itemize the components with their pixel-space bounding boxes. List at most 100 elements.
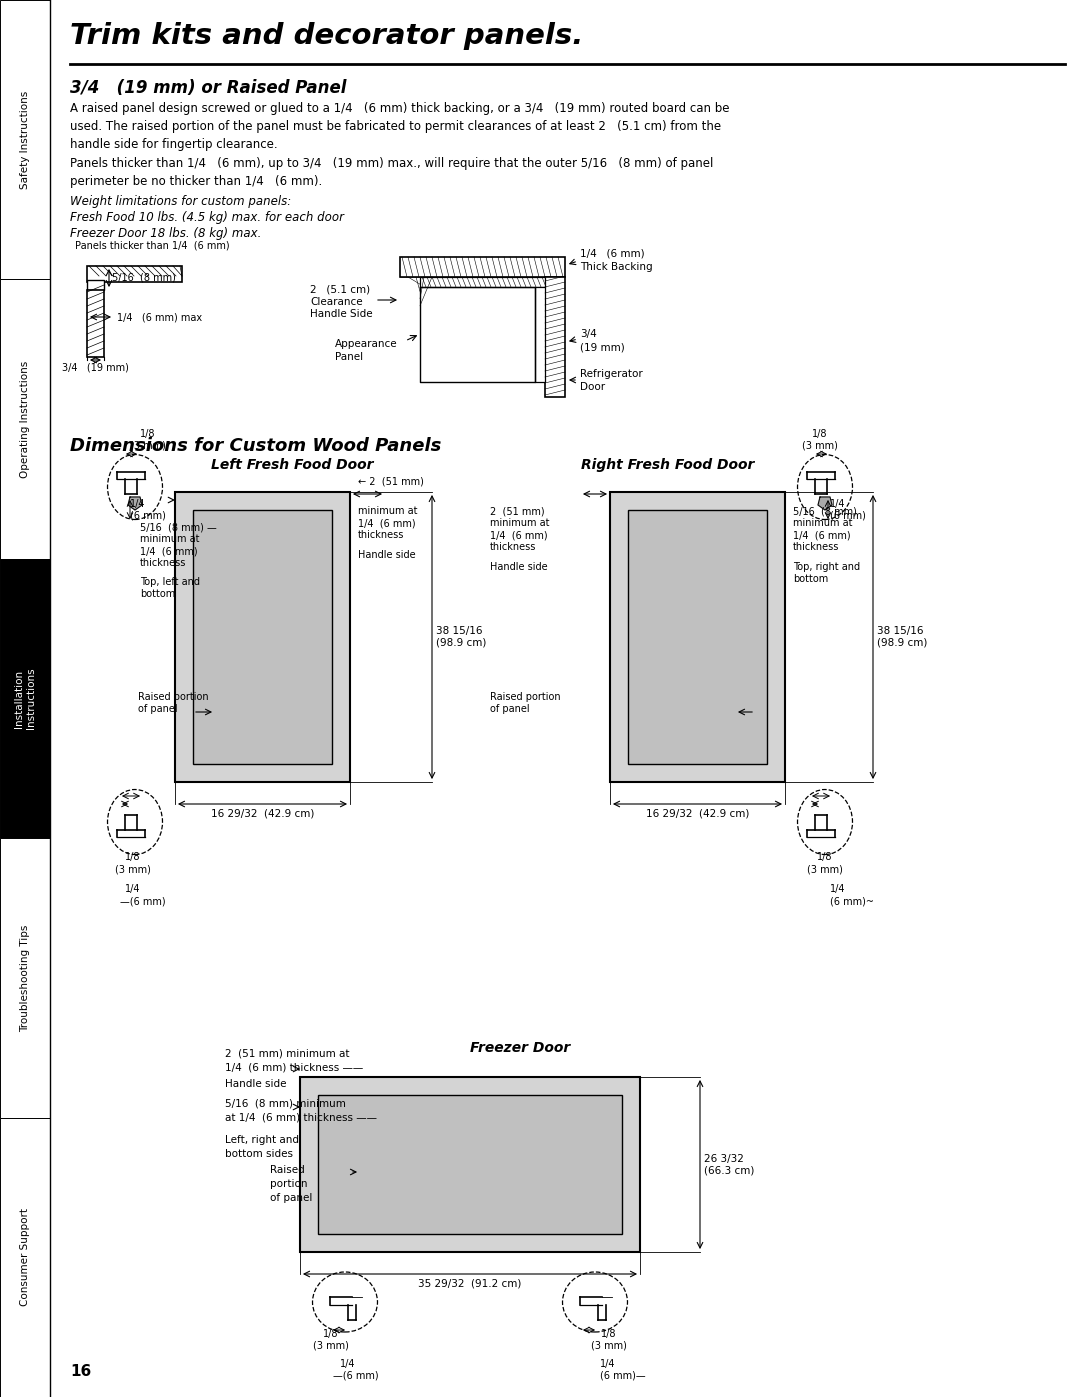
Polygon shape bbox=[420, 277, 545, 286]
Bar bbox=[0, 838, 50, 1118]
Text: (3 mm): (3 mm) bbox=[807, 863, 842, 875]
Text: Installation
Instructions: Installation Instructions bbox=[14, 668, 36, 729]
Text: Raised: Raised bbox=[270, 1165, 305, 1175]
Text: A raised panel design screwed or glued to a 1/4   (6 mm) thick backing, or a 3/4: A raised panel design screwed or glued t… bbox=[70, 102, 729, 151]
Text: Fresh Food 10 lbs. (4.5 kg) max. for each door: Fresh Food 10 lbs. (4.5 kg) max. for eac… bbox=[70, 211, 345, 224]
Text: Door: Door bbox=[580, 381, 605, 393]
Text: Thick Backing: Thick Backing bbox=[580, 263, 652, 272]
Text: (3 mm): (3 mm) bbox=[802, 441, 838, 451]
Text: Operating Instructions: Operating Instructions bbox=[21, 360, 30, 478]
Polygon shape bbox=[400, 257, 565, 277]
Text: (3 mm): (3 mm) bbox=[313, 1341, 349, 1351]
Text: minimum at: minimum at bbox=[793, 518, 852, 528]
Bar bbox=[300, 1077, 640, 1252]
Text: 16: 16 bbox=[70, 1363, 91, 1379]
Text: 1/4: 1/4 bbox=[130, 499, 146, 509]
Text: Raised portion: Raised portion bbox=[490, 692, 561, 703]
Polygon shape bbox=[818, 497, 832, 510]
Text: Consumer Support: Consumer Support bbox=[21, 1208, 30, 1306]
Text: 16 29/32  (42.9 cm): 16 29/32 (42.9 cm) bbox=[646, 809, 750, 819]
Text: 1/4  (6 mm): 1/4 (6 mm) bbox=[140, 546, 198, 556]
Text: 2  (51 mm) minimum at: 2 (51 mm) minimum at bbox=[225, 1049, 350, 1059]
Polygon shape bbox=[129, 497, 141, 510]
Bar bbox=[627, 510, 767, 764]
Text: (3 mm): (3 mm) bbox=[116, 863, 151, 875]
Ellipse shape bbox=[312, 1273, 378, 1331]
Text: of panel: of panel bbox=[270, 1193, 312, 1203]
Text: Appearance: Appearance bbox=[335, 339, 397, 349]
Text: 1/4: 1/4 bbox=[600, 1359, 616, 1369]
Text: (3 mm): (3 mm) bbox=[130, 441, 166, 451]
Bar bbox=[318, 1095, 622, 1234]
Text: 1/4: 1/4 bbox=[340, 1359, 355, 1369]
Text: thickness: thickness bbox=[490, 542, 537, 552]
Text: Clearance: Clearance bbox=[310, 298, 363, 307]
Text: minimum at: minimum at bbox=[490, 518, 550, 528]
Text: thickness: thickness bbox=[793, 542, 839, 552]
Text: Handle side: Handle side bbox=[490, 562, 548, 571]
Text: bottom sides: bottom sides bbox=[225, 1148, 293, 1160]
Text: 1/8: 1/8 bbox=[812, 429, 827, 439]
Text: 2  (51 mm): 2 (51 mm) bbox=[490, 506, 544, 515]
Text: 2   (5.1 cm): 2 (5.1 cm) bbox=[310, 285, 370, 295]
Text: of panel: of panel bbox=[490, 704, 529, 714]
Text: 3/4   (19 mm) or Raised Panel: 3/4 (19 mm) or Raised Panel bbox=[70, 80, 347, 96]
Text: Freezer Door 18 lbs. (8 kg) max.: Freezer Door 18 lbs. (8 kg) max. bbox=[70, 226, 261, 240]
Text: (6 mm): (6 mm) bbox=[831, 511, 866, 521]
Text: 5/16  (8 mm) minimum: 5/16 (8 mm) minimum bbox=[225, 1099, 346, 1109]
Text: Panels thicker than 1/4  (6 mm): Panels thicker than 1/4 (6 mm) bbox=[75, 242, 230, 251]
Text: Top, right and: Top, right and bbox=[793, 562, 860, 571]
Text: Left, right and: Left, right and bbox=[225, 1134, 299, 1146]
Text: Right Fresh Food Door: Right Fresh Food Door bbox=[581, 458, 754, 472]
Text: Freezer Door: Freezer Door bbox=[470, 1041, 570, 1055]
Text: minimum at: minimum at bbox=[140, 534, 200, 543]
Text: 16 29/32  (42.9 cm): 16 29/32 (42.9 cm) bbox=[211, 809, 314, 819]
Ellipse shape bbox=[563, 1273, 627, 1331]
Bar bbox=[0, 559, 50, 838]
Text: of panel: of panel bbox=[138, 704, 177, 714]
Text: —(6 mm): —(6 mm) bbox=[333, 1370, 379, 1382]
Text: Refrigerator: Refrigerator bbox=[580, 369, 643, 379]
Text: Handle side: Handle side bbox=[357, 550, 416, 560]
Text: Trim kits and decorator panels.: Trim kits and decorator panels. bbox=[70, 22, 583, 50]
Text: Left Fresh Food Door: Left Fresh Food Door bbox=[212, 458, 374, 472]
Ellipse shape bbox=[108, 789, 162, 855]
Text: bottom: bottom bbox=[140, 590, 175, 599]
Ellipse shape bbox=[108, 454, 162, 520]
Text: portion: portion bbox=[270, 1179, 308, 1189]
Text: 1/4   (6 mm) max: 1/4 (6 mm) max bbox=[117, 312, 202, 321]
Bar bbox=[87, 265, 183, 282]
Text: Dimensions for Custom Wood Panels: Dimensions for Custom Wood Panels bbox=[70, 437, 442, 455]
Text: thickness: thickness bbox=[140, 557, 187, 569]
Text: 1/8: 1/8 bbox=[125, 852, 140, 862]
Text: Handle Side: Handle Side bbox=[310, 309, 373, 319]
Text: 1/4: 1/4 bbox=[831, 499, 846, 509]
Bar bbox=[193, 510, 332, 764]
Text: 3/4   (19 mm): 3/4 (19 mm) bbox=[62, 362, 129, 372]
Text: at 1/4  (6 mm) thickness ——: at 1/4 (6 mm) thickness —— bbox=[225, 1113, 377, 1123]
Text: 1/4  (6 mm): 1/4 (6 mm) bbox=[793, 529, 851, 541]
Text: 5/16  (8 mm): 5/16 (8 mm) bbox=[112, 272, 176, 284]
Polygon shape bbox=[545, 277, 565, 397]
Text: Raised portion: Raised portion bbox=[138, 692, 208, 703]
Text: 26 3/32
(66.3 cm): 26 3/32 (66.3 cm) bbox=[704, 1154, 754, 1175]
Text: Panels thicker than 1/4   (6 mm), up to 3/4   (19 mm) max., will require that th: Panels thicker than 1/4 (6 mm), up to 3/… bbox=[70, 156, 714, 189]
Text: (6 mm)—: (6 mm)— bbox=[600, 1370, 646, 1382]
Bar bbox=[610, 492, 785, 782]
Text: 5/16  (8 mm) —: 5/16 (8 mm) — bbox=[140, 522, 217, 532]
Text: ← 2  (51 mm): ← 2 (51 mm) bbox=[357, 476, 423, 488]
Text: (6 mm): (6 mm) bbox=[130, 511, 166, 521]
Text: 1/4: 1/4 bbox=[125, 884, 140, 894]
Text: 38 15/16
(98.9 cm): 38 15/16 (98.9 cm) bbox=[436, 626, 486, 648]
Text: (6 mm)~: (6 mm)~ bbox=[831, 895, 874, 907]
Text: minimum at: minimum at bbox=[357, 506, 418, 515]
Polygon shape bbox=[535, 286, 545, 381]
Text: Handle side: Handle side bbox=[225, 1078, 286, 1090]
Bar bbox=[0, 1118, 50, 1397]
Bar bbox=[87, 291, 104, 358]
Text: thickness: thickness bbox=[357, 529, 404, 541]
Text: 1/4: 1/4 bbox=[831, 884, 846, 894]
Bar bbox=[175, 492, 350, 782]
Text: Panel: Panel bbox=[335, 352, 363, 362]
Ellipse shape bbox=[797, 789, 852, 855]
